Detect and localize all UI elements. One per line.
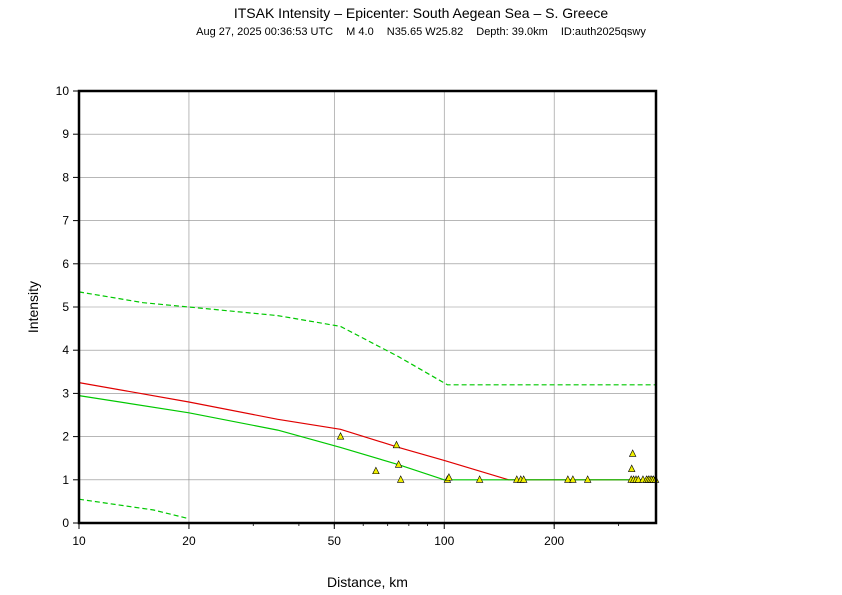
event-datetime: Aug 27, 2025 00:36:53 UTC: [196, 26, 334, 38]
event-info: Aug 27, 2025 00:36:53 UTC M 4.0 N35.65 W…: [0, 26, 842, 38]
x-tick-label: 50: [328, 534, 342, 548]
x-tick-label: 100: [434, 534, 454, 548]
grid: [79, 91, 656, 523]
y-tick-label: 3: [62, 386, 69, 400]
prediction-line: [78, 382, 656, 481]
observation-point: [372, 466, 380, 475]
observation-points: [336, 432, 660, 483]
observation-point: [569, 475, 577, 483]
chart-title: ITSAK Intensity – Epicenter: South Aegea…: [233, 5, 609, 21]
event-magnitude: M 4.0: [346, 26, 374, 38]
observation-point: [634, 475, 643, 483]
dashed-bound-line: [78, 291, 656, 386]
observation-point: [445, 473, 453, 481]
x-axis-label: Distance, km: [327, 574, 408, 590]
y-tick-label: 0: [62, 516, 69, 530]
y-tick-label: 5: [62, 300, 69, 314]
observation-point: [583, 475, 592, 483]
observation-point: [392, 440, 401, 449]
observation-point: [519, 475, 528, 483]
observation-point: [628, 449, 637, 457]
dashed-bound-line: [78, 498, 190, 520]
event-depth: Depth: 39.0km: [476, 26, 548, 38]
observation-point: [396, 475, 405, 483]
event-id: ID:auth2025qswy: [560, 26, 646, 38]
axis-ticks: 0 1 2 3 4 5 6 7 8 9 10 10 20 50 100 200: [56, 84, 619, 548]
observation-point: [564, 475, 572, 483]
y-tick-label: 2: [62, 430, 69, 444]
y-tick-label: 7: [62, 214, 69, 228]
observation-point: [475, 475, 484, 483]
event-location: N35.65 W25.82: [386, 26, 464, 38]
observation-point: [627, 464, 636, 472]
observation-point: [336, 432, 345, 440]
y-tick-label: 8: [62, 170, 69, 184]
y-axis-label: Intensity: [25, 281, 41, 333]
y-tick-label: 6: [62, 257, 69, 271]
y-tick-label: 10: [56, 84, 70, 98]
y-tick-label: 9: [62, 127, 69, 141]
x-tick-label: 20: [182, 534, 196, 548]
x-tick-label: 200: [544, 534, 564, 548]
y-tick-label: 4: [62, 343, 69, 357]
prediction-line: [78, 395, 656, 481]
y-tick-label: 1: [62, 473, 69, 487]
x-tick-label: 10: [72, 534, 86, 548]
prediction-lines: [78, 291, 656, 520]
observation-point: [394, 460, 403, 468]
